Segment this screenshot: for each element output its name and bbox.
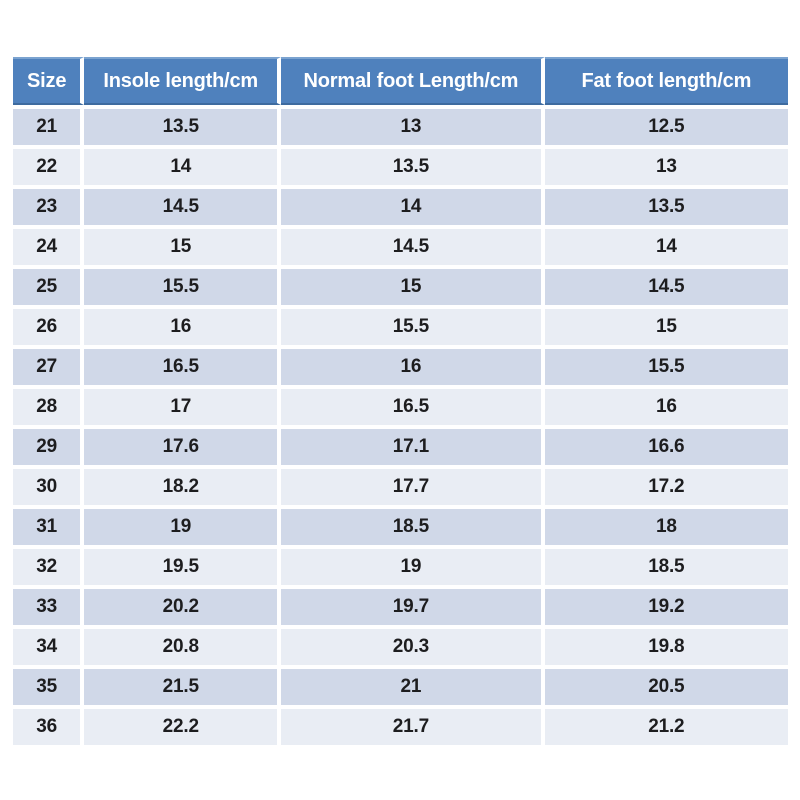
table-cell: 19.5 (84, 545, 282, 585)
table-cell: 13.5 (281, 145, 545, 185)
table-cell: 20.8 (84, 625, 282, 665)
table-cell: 19 (281, 545, 545, 585)
column-header-normal-foot-length: Normal foot Length/cm (281, 57, 545, 105)
header-row: Size Insole length/cm Normal foot Length… (13, 57, 788, 105)
size-cell: 22 (13, 145, 85, 185)
table-row: 34 20.8 20.3 19.8 (13, 625, 788, 665)
table-cell: 20.3 (281, 625, 545, 665)
table-header: Size Insole length/cm Normal foot Length… (13, 57, 788, 105)
table-cell: 17.2 (544, 465, 788, 505)
table-row: 23 14.5 14 13.5 (13, 185, 788, 225)
table-cell: 19.2 (544, 585, 788, 625)
table-cell: 13.5 (544, 185, 788, 225)
table-cell: 18.5 (544, 545, 788, 585)
table-cell: 12.5 (544, 105, 788, 145)
table-row: 27 16.5 16 15.5 (13, 345, 788, 385)
table-cell: 16 (544, 385, 788, 425)
table-row: 35 21.5 21 20.5 (13, 665, 788, 705)
size-cell: 26 (13, 305, 85, 345)
table-cell: 16.6 (544, 425, 788, 465)
size-cell: 31 (13, 505, 85, 545)
table-cell: 14 (84, 145, 282, 185)
size-cell: 32 (13, 545, 85, 585)
column-header-size: Size (13, 57, 85, 105)
size-cell: 24 (13, 225, 85, 265)
table-cell: 14.5 (84, 185, 282, 225)
table-row: 31 19 18.5 18 (13, 505, 788, 545)
table-row: 30 18.2 17.7 17.2 (13, 465, 788, 505)
table-row: 36 22.2 21.7 21.2 (13, 705, 788, 745)
table-row: 29 17.6 17.1 16.6 (13, 425, 788, 465)
size-cell: 23 (13, 185, 85, 225)
table-row: 28 17 16.5 16 (13, 385, 788, 425)
table-cell: 19.7 (281, 585, 545, 625)
size-cell: 35 (13, 665, 85, 705)
size-cell: 36 (13, 705, 85, 745)
table-cell: 13 (281, 105, 545, 145)
table-cell: 16 (281, 345, 545, 385)
column-header-fat-foot-length: Fat foot length/cm (544, 57, 788, 105)
table-cell: 14.5 (544, 265, 788, 305)
table-cell: 14 (281, 185, 545, 225)
table-row: 33 20.2 19.7 19.2 (13, 585, 788, 625)
size-cell: 34 (13, 625, 85, 665)
table-cell: 21 (281, 665, 545, 705)
table-cell: 21.7 (281, 705, 545, 745)
table-row: 26 16 15.5 15 (13, 305, 788, 345)
table-cell: 20.5 (544, 665, 788, 705)
table-cell: 15 (84, 225, 282, 265)
table-cell: 16.5 (281, 385, 545, 425)
size-cell: 25 (13, 265, 85, 305)
table-row: 22 14 13.5 13 (13, 145, 788, 185)
table-cell: 21.2 (544, 705, 788, 745)
table-row: 21 13.5 13 12.5 (13, 105, 788, 145)
table-cell: 14 (544, 225, 788, 265)
table-cell: 13.5 (84, 105, 282, 145)
table-body: 21 13.5 13 12.5 22 14 13.5 13 23 14.5 14 13.5 24 15 14… (13, 105, 788, 745)
table-cell: 17.6 (84, 425, 282, 465)
table-cell: 17.1 (281, 425, 545, 465)
size-cell: 27 (13, 345, 85, 385)
table-cell: 22.2 (84, 705, 282, 745)
table-row: 25 15.5 15 14.5 (13, 265, 788, 305)
table-cell: 15 (281, 265, 545, 305)
size-chart-table: Size Insole length/cm Normal foot Length… (13, 57, 788, 745)
table-cell: 21.5 (84, 665, 282, 705)
table-cell: 15 (544, 305, 788, 345)
table-row: 32 19.5 19 18.5 (13, 545, 788, 585)
table-cell: 13 (544, 145, 788, 185)
table-cell: 20.2 (84, 585, 282, 625)
table-cell: 14.5 (281, 225, 545, 265)
table-cell: 16.5 (84, 345, 282, 385)
table-cell: 15.5 (544, 345, 788, 385)
size-chart-table-container: Size Insole length/cm Normal foot Length… (13, 57, 788, 745)
table-row: 24 15 14.5 14 (13, 225, 788, 265)
table-cell: 19.8 (544, 625, 788, 665)
table-cell: 15.5 (281, 305, 545, 345)
size-cell: 30 (13, 465, 85, 505)
table-cell: 17 (84, 385, 282, 425)
table-cell: 18.2 (84, 465, 282, 505)
table-cell: 18 (544, 505, 788, 545)
size-cell: 21 (13, 105, 85, 145)
table-cell: 15.5 (84, 265, 282, 305)
table-cell: 16 (84, 305, 282, 345)
table-cell: 19 (84, 505, 282, 545)
table-cell: 17.7 (281, 465, 545, 505)
size-cell: 28 (13, 385, 85, 425)
column-header-insole-length: Insole length/cm (84, 57, 282, 105)
table-cell: 18.5 (281, 505, 545, 545)
size-cell: 29 (13, 425, 85, 465)
size-cell: 33 (13, 585, 85, 625)
